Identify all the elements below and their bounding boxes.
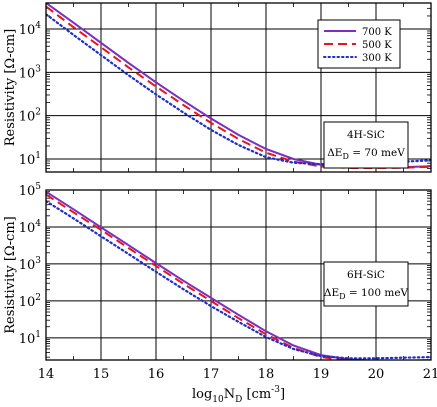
x-tick-label: 21 (423, 367, 437, 382)
series-line-700-k (46, 190, 431, 360)
y-tick-label: 102 (19, 293, 41, 310)
x-axis-title: log10ND [cm-3] (192, 385, 285, 405)
x-axis-label: log10ND [cm-3] (192, 385, 285, 405)
series-line-500-k (46, 193, 431, 360)
legend-label: 700 K (362, 27, 392, 38)
annotation-activation-energy: ΔED = 70 meV (327, 147, 405, 161)
annotation-box: 4H-SiC ΔED = 70 meV (323, 121, 409, 169)
panel-bottom-6h-sic: 101 102 103 104 105 Resistivity [Ω-cm] 6H-SiC Δ… (3, 182, 437, 382)
annotation-activation-energy: ΔED = 100 meV (324, 287, 409, 301)
x-tick-label: 15 (93, 367, 110, 382)
y-tick-label: 104 (19, 21, 42, 38)
x-tick-label: 14 (38, 367, 55, 382)
y-tick-label: 102 (19, 108, 41, 125)
y-tick-label: 101 (19, 151, 41, 168)
plot-frame (45, 2, 432, 173)
x-tick-label: 17 (203, 367, 220, 382)
annotation-box: 6H-SiC ΔED = 100 meV (323, 261, 409, 307)
legend-label: 300 K (362, 53, 392, 64)
plot-frame (45, 189, 432, 361)
legend: 700 K 500 K 300 K (317, 19, 401, 69)
annotation-material: 4H-SiC (347, 129, 385, 141)
legend-label: 500 K (362, 40, 392, 51)
x-tick-label: 19 (313, 367, 330, 382)
annotation-frame (323, 261, 409, 307)
series-line-300-k (46, 200, 431, 360)
x-tick-label: 18 (258, 367, 275, 382)
series-group (46, 190, 431, 360)
y-tick-label: 103 (19, 64, 42, 81)
annotation-frame (323, 121, 409, 169)
y-tick-label: 105 (19, 182, 42, 199)
y-tick-label: 103 (19, 256, 42, 273)
y-axis-title: Resistivity [Ω-cm] (3, 29, 18, 147)
y-axis-title: Resistivity [Ω-cm] (3, 216, 18, 334)
y-tick-label: 101 (19, 330, 41, 347)
y-tick-label: 104 (19, 219, 42, 236)
x-tick-label: 16 (148, 367, 165, 382)
annotation-material: 6H-SiC (347, 269, 385, 281)
x-tick-label: 20 (368, 367, 385, 382)
